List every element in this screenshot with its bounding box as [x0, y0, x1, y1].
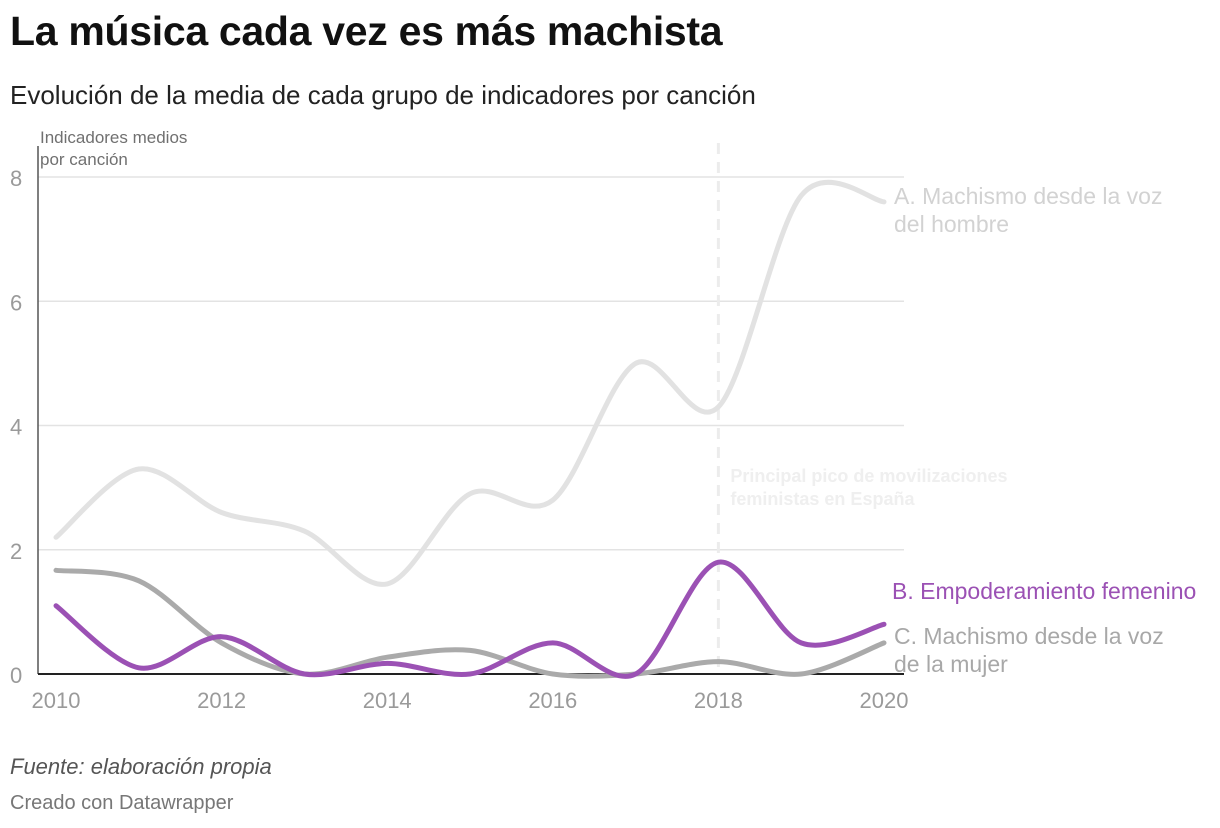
series-label-b: B. Empoderamiento femenino [892, 578, 1196, 604]
series-label-a: A. Machismo desde la voz [894, 183, 1162, 209]
x-tick-label: 2012 [197, 688, 246, 713]
y-tick-label: 6 [10, 290, 22, 315]
chart-title: La música cada vez es más machista [10, 8, 723, 54]
source-note: Fuente: elaboración propia [10, 754, 272, 779]
y-tick-label: 2 [10, 539, 22, 564]
y-tick-label: 4 [10, 415, 22, 440]
x-tick-label: 2020 [860, 688, 909, 713]
series-line-c [53, 567, 887, 679]
series-label-c: de la mujer [894, 651, 1008, 677]
y-axis-label: Indicadores medios [40, 128, 187, 147]
series-label-c: C. Machismo desde la voz [894, 623, 1164, 649]
x-tick-label: 2018 [694, 688, 743, 713]
x-tick-label: 2016 [528, 688, 577, 713]
y-axis-label: por canción [40, 150, 128, 169]
x-tick-label: 2010 [32, 688, 81, 713]
annotation-text: feministas en España [730, 489, 915, 509]
y-tick-label: 0 [10, 663, 22, 688]
series-line-b [53, 559, 887, 679]
series-line-a [53, 179, 887, 587]
x-tick-label: 2014 [363, 688, 412, 713]
annotation-text: Principal pico de movilizaciones [730, 466, 1007, 486]
series-label-a: del hombre [894, 211, 1009, 237]
chart-subtitle: Evolución de la media de cada grupo de i… [10, 80, 756, 110]
credit-note: Creado con Datawrapper [10, 792, 234, 814]
y-tick-label: 8 [10, 166, 22, 191]
